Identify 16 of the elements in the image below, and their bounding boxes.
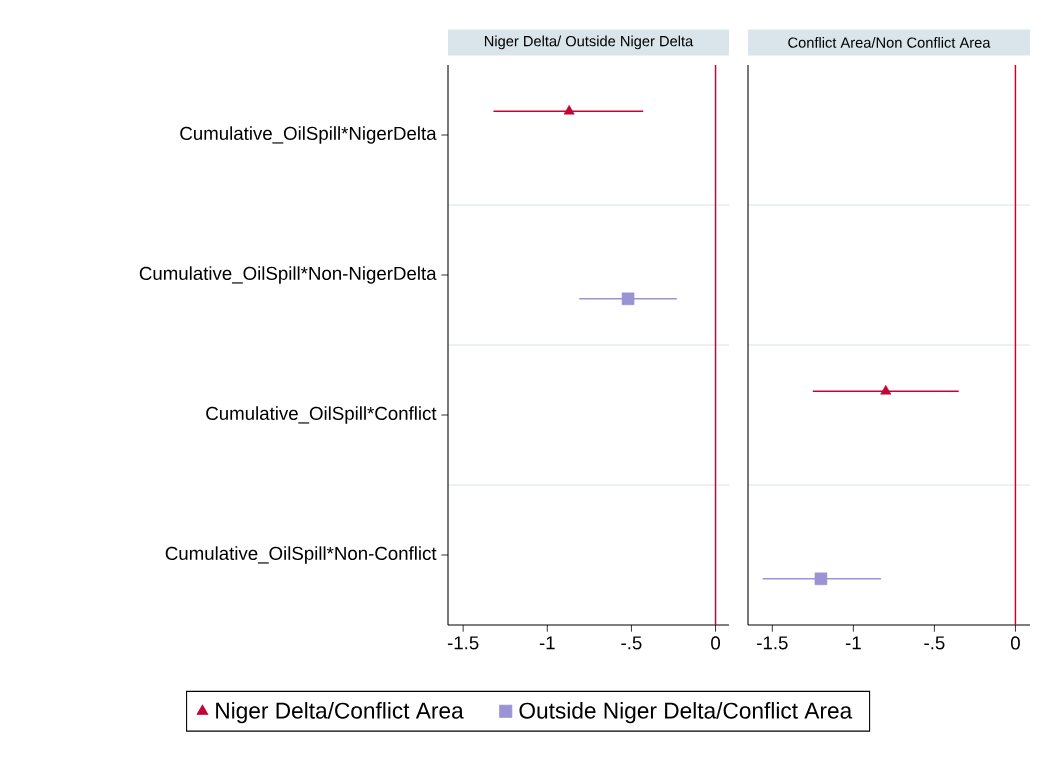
x-tick-label: -1.5 (447, 636, 479, 650)
x-tick-label: -.5 (924, 636, 945, 650)
legend-label: Outside Niger Delta/Conflict Area (519, 702, 853, 724)
chart-title: Niger Delta/ Outside Niger Delta (484, 35, 694, 50)
legend-label: Niger Delta/Conflict Area (216, 702, 464, 724)
y-tick-label: Cumulative_OilSpill*Conflict (206, 406, 437, 424)
chart-title: Conflict Area/Non Conflict Area (788, 37, 991, 48)
x-tick-label: -1 (539, 636, 555, 650)
x-tick-label: -.5 (621, 636, 642, 650)
y-tick-label: Cumulative_OilSpill*NigerDelta (180, 126, 437, 144)
x-tick-label: -1.5 (757, 636, 788, 650)
x-tick-label: 0 (711, 636, 721, 650)
x-tick-label: 0 (1010, 636, 1020, 650)
y-tick-label: Cumulative_OilSpill*Non-NigerDelta (139, 266, 437, 284)
y-tick-label: Cumulative_OilSpill*Non-Conflict (165, 546, 437, 564)
x-tick-label: -1 (845, 636, 861, 650)
